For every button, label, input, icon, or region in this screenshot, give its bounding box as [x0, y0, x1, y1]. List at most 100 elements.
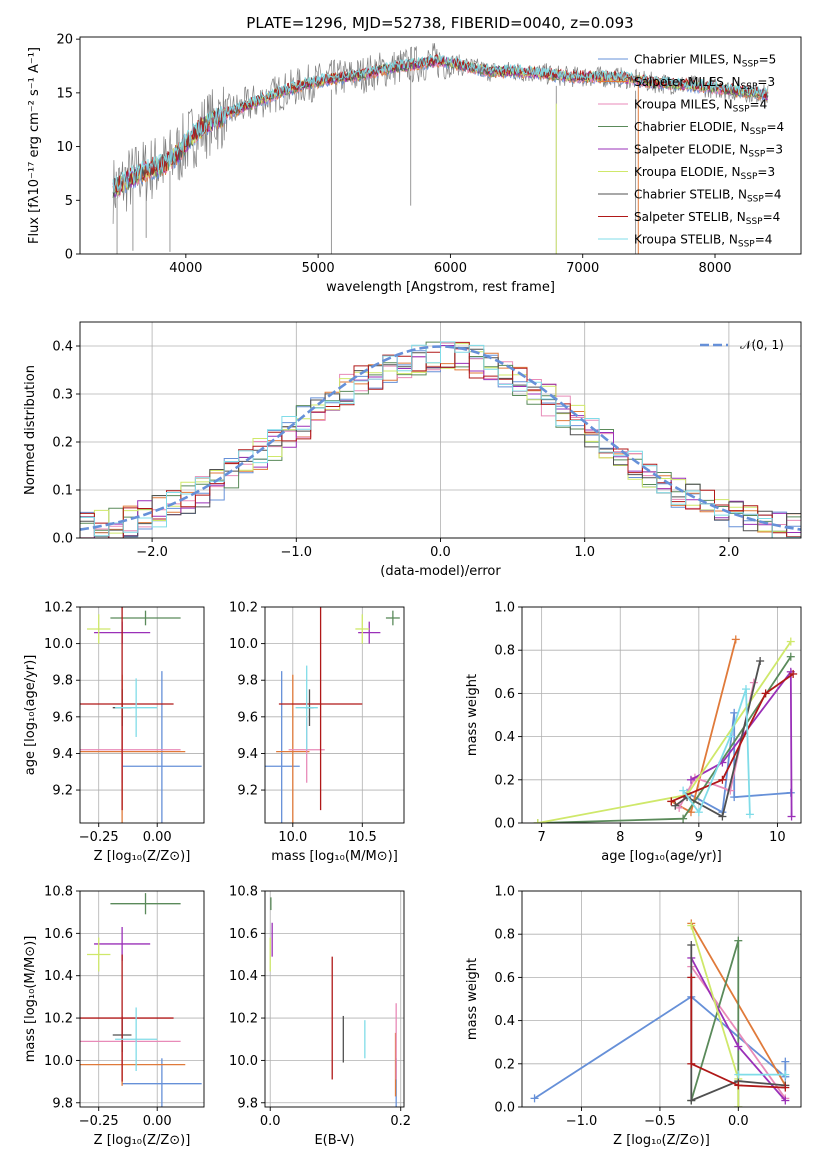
- y-tick-label: 10.2: [229, 601, 258, 616]
- axes-frame: [79, 321, 802, 539]
- legend-label: Kroupa MILES, NSSP=4: [634, 98, 767, 115]
- y-tick-label: 5: [65, 194, 73, 209]
- y-tick-label: 9.2: [237, 784, 258, 799]
- x-axis-label: wavelength [Angstrom, rest frame]: [326, 280, 555, 295]
- weight-line-salpeter_stelib: [690, 977, 786, 1089]
- legend-label: Kroupa ELODIE, NSSP=3: [634, 165, 775, 182]
- panel-age_vs_mass: 10.0 10.5 9.2 9.4 9.6 9.8 10.0 10.2 mass [log₁₀(…: [229, 601, 405, 864]
- panel-mass_weight_vs_age: 7 8 9 10 0.0 0.2 0.4 0.6 0.8 1.0 age [log₁₀(age/yr…: [465, 601, 802, 864]
- panel-mass_vs_Z: −0.25 0.00 9.8 10.0 10.2 10.4 10.6 10.8 Z [log₁₀…: [23, 885, 205, 1148]
- legend-label: Chabrier ELODIE, NSSP=4: [634, 120, 784, 137]
- y-tick-label: 10: [56, 140, 73, 155]
- weight-line-chabrier_stelib: [674, 660, 761, 818]
- weight-line-salpeter_elodie: [690, 669, 793, 817]
- y-tick-label: 9.2: [52, 784, 73, 799]
- x-tick-label: 0.00: [143, 1114, 172, 1129]
- legend-label: Salpeter STELIB, NSSP=4: [634, 210, 780, 227]
- y-tick-label: 9.8: [52, 1096, 73, 1111]
- axes-frame: [521, 606, 802, 824]
- x-tick-label: 7: [538, 830, 546, 845]
- y-tick-label: 0.8: [494, 644, 515, 659]
- legend-label: Kroupa STELIB, NSSP=4: [634, 233, 772, 250]
- x-axis-label: Z [log₁₀(Z/Z⊙)]: [94, 1133, 191, 1148]
- x-axis-label: age [log₁₀(age/yr)]: [601, 849, 722, 864]
- x-tick-label: 6000: [434, 261, 467, 276]
- x-tick-label: −1.0: [281, 545, 313, 560]
- y-axis-label: mass weight: [465, 674, 480, 756]
- normal-curve: [80, 345, 801, 531]
- y-tick-label: 10.4: [44, 969, 73, 984]
- x-tick-label: 9: [695, 830, 703, 845]
- x-tick-label: −0.5: [644, 1114, 676, 1129]
- y-tick-label: 10.2: [229, 1012, 258, 1027]
- axes-frame: [264, 890, 405, 1108]
- legend-label: 𝒩(0, 1): [740, 338, 784, 352]
- x-tick-label: 1.0: [574, 545, 595, 560]
- x-tick-label: 0.0: [728, 1114, 749, 1129]
- y-tick-label: 0.3: [52, 388, 73, 403]
- y-tick-label: 0.4: [494, 730, 515, 745]
- y-axis-label: age [log₁₀(age/yr)]: [23, 655, 38, 776]
- plot-area-age_vs_Z: [80, 607, 202, 823]
- weight-line-salpeter_stelib: [670, 673, 794, 803]
- x-tick-label: 4000: [169, 261, 202, 276]
- y-tick-label: 10.0: [229, 637, 258, 652]
- y-tick-label: 0.8: [494, 928, 515, 943]
- y-tick-label: 0.1: [52, 484, 73, 499]
- legend: Chabrier MILES, NSSP=5 Salpeter MILES, NS…: [598, 53, 784, 250]
- y-tick-label: 0.2: [52, 436, 73, 451]
- y-tick-label: 9.4: [237, 747, 258, 762]
- x-tick-label: 10.0: [278, 830, 307, 845]
- y-tick-label: 9.8: [237, 1096, 258, 1111]
- x-tick-label: −0.25: [79, 830, 119, 845]
- y-tick-label: 10.6: [229, 927, 258, 942]
- y-tick-label: 0.6: [494, 687, 515, 702]
- histogram-kroupa_stelib: [80, 341, 801, 538]
- panel-mass_vs_ebv: 0.0 0.2 9.8 10.0 10.2 10.4 10.6 10.8 E(B-V): [229, 885, 411, 1149]
- y-tick-label: 20: [56, 33, 73, 48]
- y-tick-label: 15: [56, 86, 73, 101]
- x-tick-label: −0.25: [79, 1114, 119, 1129]
- y-tick-label: 0.4: [52, 340, 73, 355]
- x-tick-label: 7000: [566, 261, 599, 276]
- x-tick-label: 10.5: [348, 830, 377, 845]
- y-tick-label: 0.2: [494, 773, 515, 788]
- y-tick-label: 9.8: [237, 674, 258, 689]
- axes-frame: [79, 890, 205, 1108]
- y-tick-label: 10.0: [44, 1054, 73, 1069]
- y-tick-label: 10.8: [229, 885, 258, 900]
- y-tick-label: 0.4: [494, 1014, 515, 1029]
- y-tick-label: 9.8: [52, 674, 73, 689]
- x-tick-label: 10: [769, 830, 786, 845]
- axes-frame: [264, 606, 405, 824]
- y-tick-label: 10.0: [229, 1054, 258, 1069]
- plot-area-mass_vs_ebv: [269, 897, 397, 1107]
- panel-spectrum: 4000 5000 6000 7000 8000 0 5 10 15 20 wavelength […: [27, 33, 802, 295]
- y-tick-label: 0.0: [494, 817, 515, 832]
- legend-label: Chabrier MILES, NSSP=5: [634, 53, 776, 70]
- weight-line-chabrier_elodie: [537, 656, 792, 823]
- panel-residuals: −2.0 −1.0 0.0 1.0 2.0 0.0 0.1 0.2 0.3 0.4 (data-mo…: [23, 321, 802, 579]
- y-tick-label: 9.6: [237, 710, 258, 725]
- y-tick-label: 10.2: [44, 1012, 73, 1027]
- plot-area-mass_weight_vs_Z: [530, 919, 790, 1107]
- x-tick-label: 5000: [302, 261, 335, 276]
- x-tick-label: 8: [616, 830, 624, 845]
- y-axis-label: mass weight: [465, 958, 480, 1040]
- weight-line-chabrier_miles: [686, 712, 791, 814]
- x-axis-label: (data-model)/error: [380, 564, 501, 579]
- x-axis-label: Z [log₁₀(Z/Z⊙)]: [613, 1133, 710, 1148]
- legend: 𝒩(0, 1): [700, 338, 784, 352]
- y-axis-label: mass [log₁₀(M/M⊙)]: [23, 936, 38, 1063]
- plot-area-mass_vs_Z: [80, 893, 202, 1107]
- x-axis-label: Z [log₁₀(Z/Z⊙)]: [94, 849, 191, 864]
- plot-area-residuals: [80, 341, 801, 538]
- x-tick-label: 0.0: [430, 545, 451, 560]
- x-tick-label: 0.0: [260, 1114, 281, 1129]
- axes-frame: [79, 606, 205, 824]
- y-tick-label: 0.6: [494, 971, 515, 986]
- panel-mass_weight_vs_Z: −1.0 −0.5 0.0 0.0 0.2 0.4 0.6 0.8 1.0 Z [log₁₀(Z/…: [465, 885, 802, 1148]
- x-tick-label: 0.2: [390, 1114, 411, 1129]
- legend-label: Salpeter ELODIE, NSSP=3: [634, 143, 783, 160]
